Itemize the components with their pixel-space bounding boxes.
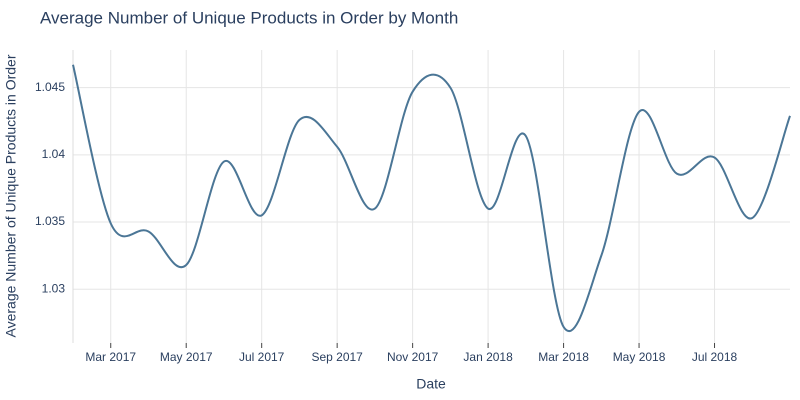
y-tick-label: 1.03 [42, 281, 66, 295]
chart-title: Average Number of Unique Products in Ord… [40, 8, 458, 27]
y-axis-title: Average Number of Unique Products in Ord… [3, 54, 19, 337]
x-tick-label: May 2018 [613, 350, 666, 364]
x-tick-label: May 2017 [160, 350, 213, 364]
x-tick-label: Mar 2017 [85, 350, 136, 364]
line [72, 64, 791, 332]
x-tick-label: Jan 2018 [463, 350, 513, 364]
x-tick-label: Sep 2017 [311, 350, 363, 364]
x-tick-label: Jul 2017 [239, 350, 285, 364]
y-tick-label: 1.045 [35, 80, 65, 94]
x-axis-title: Date [416, 376, 446, 392]
x-tick-label: Mar 2018 [538, 350, 589, 364]
x-tick-label: Nov 2017 [387, 350, 439, 364]
y-tick-label: 1.035 [35, 214, 65, 228]
y-tick-label: 1.04 [42, 147, 66, 161]
x-tick-label: Jul 2018 [692, 350, 738, 364]
